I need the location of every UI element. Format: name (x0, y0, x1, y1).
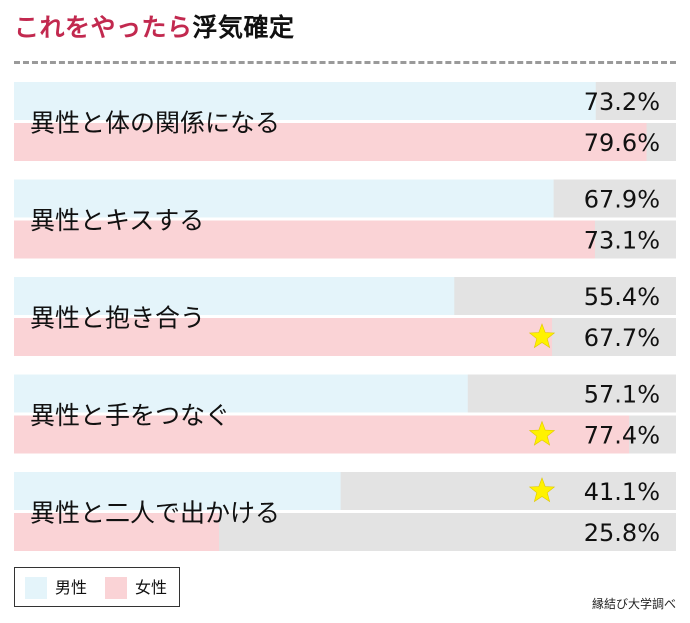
bar-female-0 (14, 123, 647, 161)
data-label-male-3: 57.1% (584, 381, 660, 409)
star-icon (528, 420, 556, 446)
category-label-2: 異性と抱き合う (30, 304, 205, 333)
data-label-male-2: 55.4% (584, 283, 660, 311)
bar-female-1 (14, 220, 595, 259)
bar-female-3 (14, 415, 630, 454)
bar-male-1 (14, 179, 554, 218)
bar-female-2 (14, 318, 553, 356)
legend: 男性 女性 (14, 567, 180, 607)
title-rest: 浮気確定 (192, 13, 295, 42)
bar-male-0 (14, 82, 596, 120)
bar-male-4 (14, 472, 341, 510)
legend-swatch-male (25, 577, 47, 599)
star-icon (528, 323, 556, 349)
category-label-1: 異性とキスする (30, 206, 204, 235)
data-label-female-1: 73.1% (584, 227, 660, 255)
data-label-male-4: 41.1% (584, 478, 660, 506)
data-label-female-0: 79.6% (584, 129, 660, 157)
data-label-male-0: 73.2% (584, 88, 660, 116)
title-highlight: これをやったら (14, 13, 193, 42)
chart-title: これをやったら浮気確定 (14, 8, 295, 48)
data-label-female-4: 25.8% (584, 519, 660, 547)
legend-label-female: 女性 (135, 578, 168, 597)
bar-male-2 (14, 277, 455, 315)
data-label-female-3: 77.4% (584, 422, 660, 450)
bar-female-4 (14, 513, 220, 551)
category-label-3: 異性と手をつなぐ (30, 401, 230, 430)
bar-male-3 (14, 374, 468, 413)
data-label-female-2: 67.7% (584, 324, 660, 352)
title-divider (14, 61, 676, 64)
star-icon (528, 477, 556, 503)
legend-label-male: 男性 (55, 578, 88, 597)
data-label-male-1: 67.9% (584, 186, 660, 214)
source-note: 縁結び大学調べ (591, 597, 676, 611)
legend-swatch-female (105, 577, 127, 599)
category-label-0: 異性と体の関係になる (30, 109, 280, 138)
category-label-4: 異性と二人で出かける (30, 499, 280, 528)
